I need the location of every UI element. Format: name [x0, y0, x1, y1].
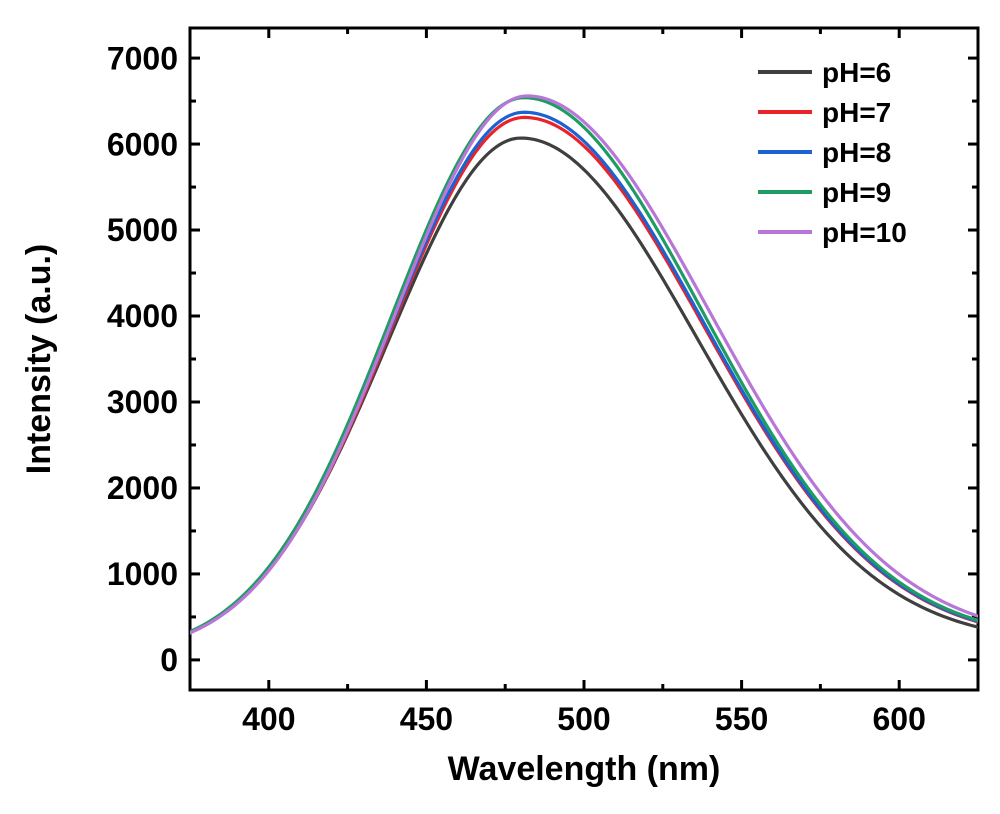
spectrum-chart: 400 450 500 550 600 0 1000 2000 3000 4000 5000 600…: [0, 0, 1000, 814]
chart-container: 400 450 500 550 600 0 1000 2000 3000 4000 5000 600…: [0, 0, 1000, 814]
y-tick-label: 7000: [107, 40, 178, 76]
x-tick-label: 450: [400, 701, 453, 737]
y-tick-label: 0: [160, 642, 178, 678]
y-axis-label: Intensity (a.u.): [20, 244, 58, 474]
y-tick-label: 3000: [107, 384, 178, 420]
y-tick-label: 4000: [107, 298, 178, 334]
x-tick-label: 500: [557, 701, 610, 737]
legend-label-2: pH=8: [822, 137, 891, 168]
y-tick-label: 5000: [107, 212, 178, 248]
legend-label-3: pH=9: [822, 177, 891, 208]
x-tick-label: 550: [715, 701, 768, 737]
x-axis-label: Wavelength (nm): [448, 750, 721, 788]
legend-label-1: pH=7: [822, 97, 891, 128]
legend-label-0: pH=6: [822, 57, 891, 88]
y-tick-label: 2000: [107, 470, 178, 506]
y-tick-label: 1000: [107, 556, 178, 592]
x-tick-label: 600: [873, 701, 926, 737]
legend-label-4: pH=10: [822, 217, 907, 248]
y-tick-label: 6000: [107, 126, 178, 162]
x-tick-label: 400: [242, 701, 295, 737]
